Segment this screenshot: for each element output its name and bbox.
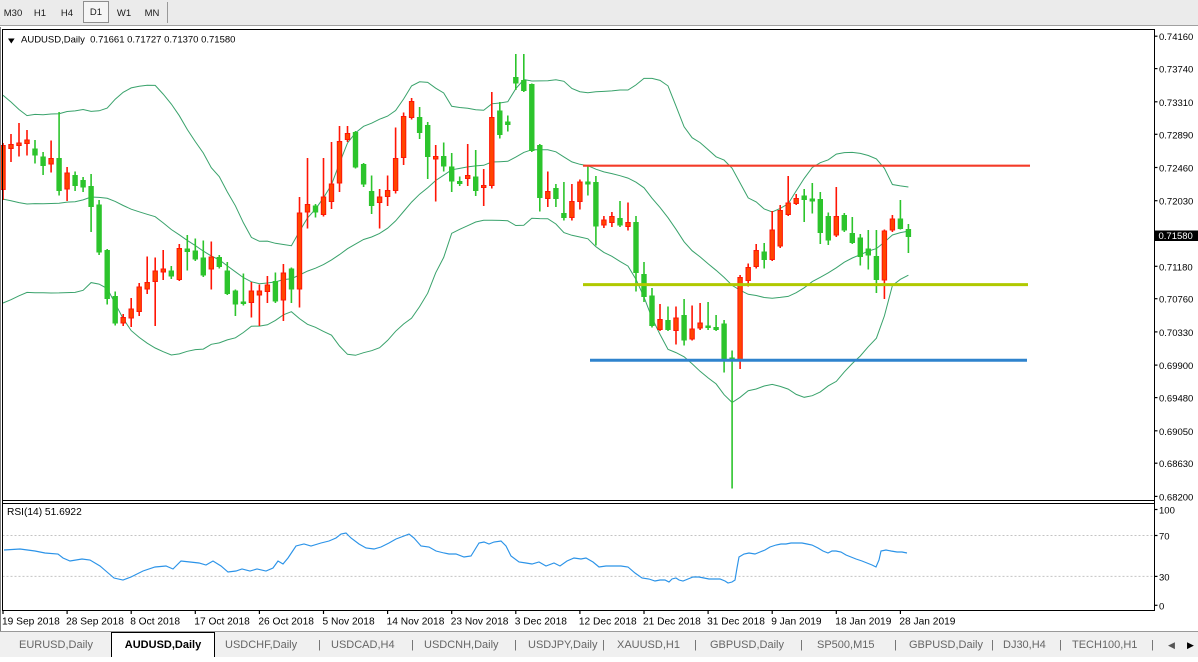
svg-text:0.69050: 0.69050: [1159, 427, 1193, 438]
svg-text:18 Jan 2019: 18 Jan 2019: [835, 617, 891, 628]
svg-text:0.68630: 0.68630: [1159, 459, 1193, 470]
svg-text:0: 0: [1159, 601, 1164, 612]
svg-text:0.72460: 0.72460: [1159, 164, 1193, 175]
svg-text:26 Oct 2018: 26 Oct 2018: [258, 617, 314, 628]
svg-text:0.70760: 0.70760: [1159, 295, 1193, 306]
svg-text:0.70330: 0.70330: [1159, 328, 1193, 339]
svg-text:0.68200: 0.68200: [1159, 492, 1193, 503]
svg-text:21 Dec 2018: 21 Dec 2018: [643, 617, 701, 628]
svg-text:RSI(14) 51.6922: RSI(14) 51.6922: [7, 507, 82, 518]
svg-text:8 Oct 2018: 8 Oct 2018: [130, 617, 180, 628]
svg-text:19 Sep 2018: 19 Sep 2018: [2, 617, 60, 628]
svg-text:14 Nov 2018: 14 Nov 2018: [387, 617, 445, 628]
svg-text:5 Nov 2018: 5 Nov 2018: [323, 617, 375, 628]
svg-text:23 Nov 2018: 23 Nov 2018: [451, 617, 509, 628]
svg-text:31 Dec 2018: 31 Dec 2018: [707, 617, 765, 628]
svg-text:0.73740: 0.73740: [1159, 65, 1193, 76]
svg-text:0.69900: 0.69900: [1159, 361, 1193, 372]
svg-text:0.72890: 0.72890: [1159, 130, 1193, 141]
svg-text:0.72030: 0.72030: [1159, 197, 1193, 208]
svg-text:3 Dec 2018: 3 Dec 2018: [515, 617, 567, 628]
svg-text:0.73310: 0.73310: [1159, 98, 1193, 109]
svg-text:28 Sep 2018: 28 Sep 2018: [66, 617, 124, 628]
svg-text:100: 100: [1159, 506, 1175, 517]
svg-text:0.69480: 0.69480: [1159, 394, 1193, 405]
svg-text:0.71180: 0.71180: [1159, 262, 1193, 273]
svg-text:70: 70: [1159, 532, 1170, 543]
svg-text:9 Jan 2019: 9 Jan 2019: [771, 617, 822, 628]
svg-text:28 Jan 2019: 28 Jan 2019: [899, 617, 955, 628]
svg-text:0.71580: 0.71580: [1159, 231, 1193, 242]
svg-text:30: 30: [1159, 572, 1170, 583]
svg-text:AUDUSD,Daily 0.71661 0.71727: AUDUSD,Daily 0.71661 0.71727 0.71370 0.7…: [21, 35, 235, 46]
svg-text:12 Dec 2018: 12 Dec 2018: [579, 617, 637, 628]
svg-text:17 Oct 2018: 17 Oct 2018: [194, 617, 250, 628]
svg-text:0.74160: 0.74160: [1159, 32, 1193, 43]
